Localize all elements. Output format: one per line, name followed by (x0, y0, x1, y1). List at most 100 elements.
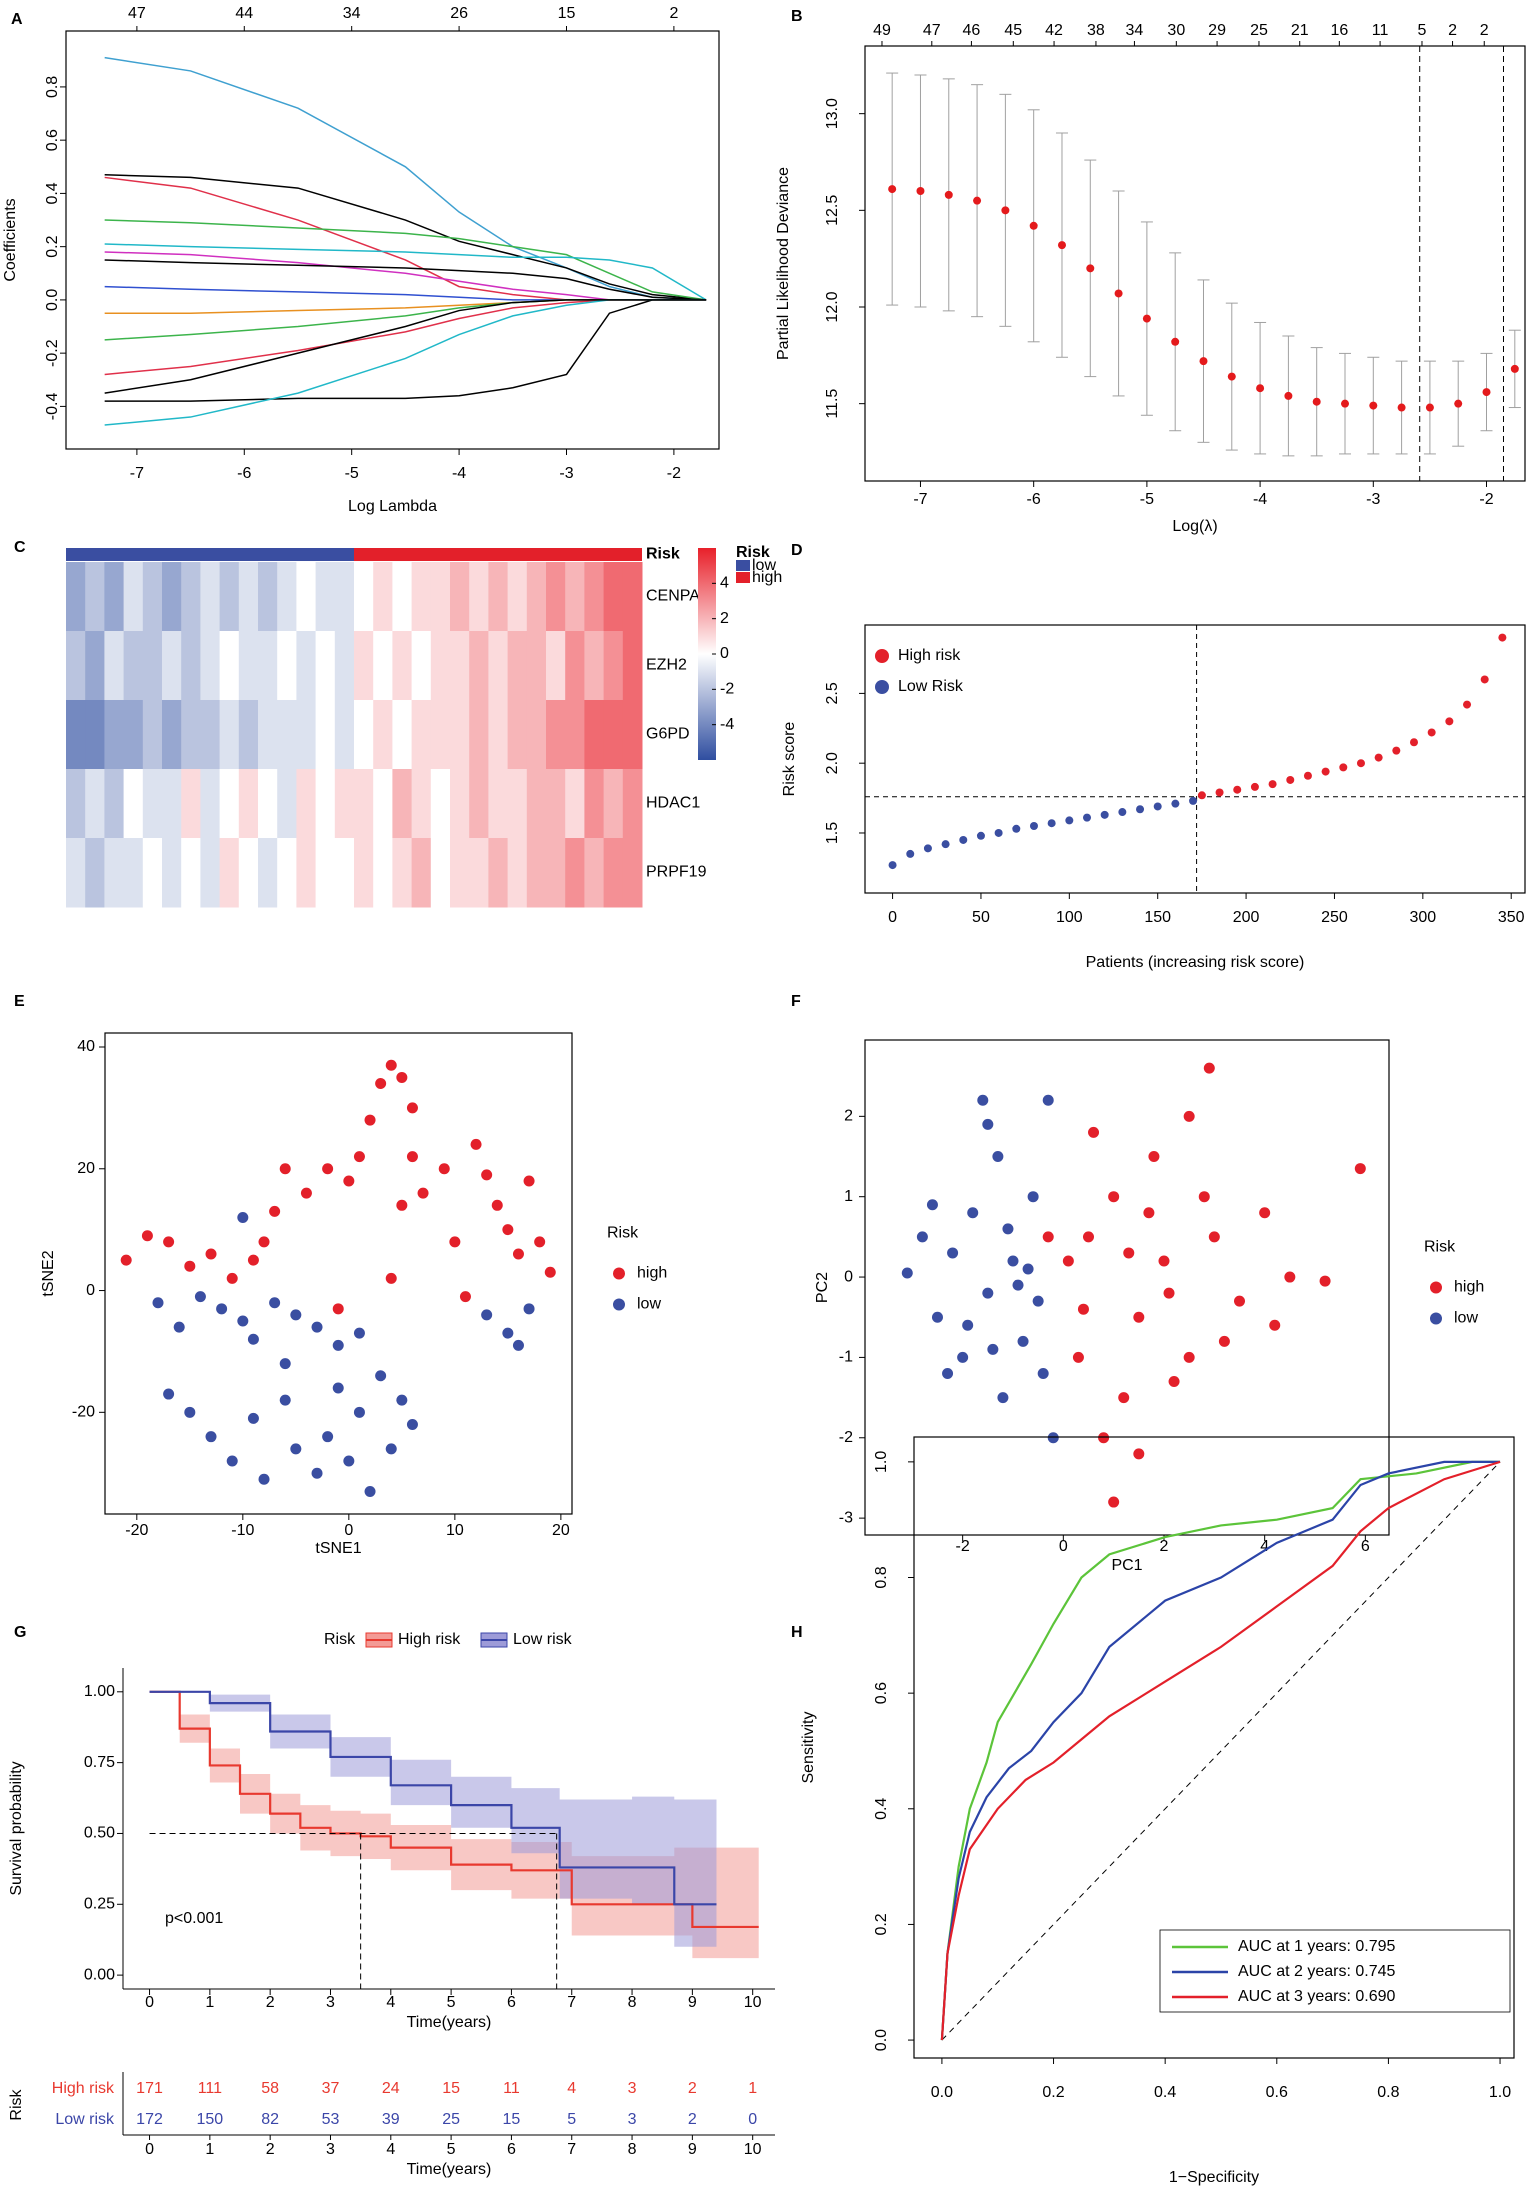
risk-count: 2 (688, 2111, 697, 2128)
y-tick-label: 0.50 (84, 1825, 115, 1842)
x-tick-label: 4 (386, 1994, 395, 2011)
top-tick-label: 15 (558, 5, 576, 22)
point (1037, 1367, 1049, 1379)
point (1153, 802, 1162, 811)
heat-cell (603, 631, 624, 701)
x-tick-label: 7 (567, 1994, 576, 2011)
y-tick-label: 0.0 (873, 2029, 890, 2051)
colorbar-label: 4 (720, 575, 729, 592)
point (1354, 1163, 1366, 1175)
colorbar-label: -2 (720, 681, 734, 698)
x-axis-label: Log Lambda (348, 498, 437, 515)
legend-label: high (752, 569, 782, 586)
heat-cell (258, 700, 278, 770)
point (1133, 1311, 1145, 1323)
point (184, 1406, 196, 1418)
point (1189, 796, 1198, 805)
coef-path (104, 176, 707, 301)
heat-cell (411, 769, 432, 839)
y-tick-label: 1.0 (873, 1451, 890, 1473)
point (152, 1297, 164, 1309)
heat-cell (142, 562, 163, 632)
y-tick-label: 2.5 (824, 682, 841, 704)
point (279, 1394, 291, 1406)
point (916, 1231, 928, 1243)
heat-cell (526, 562, 547, 632)
point (982, 1287, 994, 1299)
point (258, 1236, 270, 1248)
heat-cell (181, 769, 201, 839)
x-tick-label: 20 (552, 1522, 570, 1539)
point (1168, 1376, 1180, 1388)
point (279, 1358, 291, 1370)
point (1012, 824, 1021, 833)
point (1123, 1247, 1135, 1259)
risk-count: 2 (688, 2080, 697, 2097)
top-tick-label: 46 (963, 22, 981, 39)
heat-cell (277, 769, 297, 839)
risk-count: 0 (748, 2111, 757, 2128)
x-tick-label: -4 (452, 465, 466, 482)
point (1065, 816, 1074, 825)
deviance-point (1114, 289, 1123, 298)
y-tick-label: 0.8 (44, 76, 61, 98)
heat-cell (373, 838, 393, 908)
point (1269, 1319, 1281, 1331)
heat-cell (238, 700, 259, 770)
x-tick-label: 150 (1144, 909, 1171, 926)
point (311, 1467, 323, 1479)
heat-cell (334, 769, 355, 839)
deviance-point (1029, 221, 1038, 230)
heat-cell (162, 631, 182, 701)
legend-label: low (752, 557, 776, 574)
heat-cell (181, 700, 201, 770)
y-tick-label: 0.2 (44, 235, 61, 257)
heat-cell (296, 769, 317, 839)
point (1356, 759, 1365, 768)
y-tick-label: -20 (72, 1404, 95, 1421)
deviance-point (944, 190, 953, 199)
point (1148, 1151, 1160, 1163)
point (1158, 1255, 1170, 1267)
heat-cell (526, 631, 547, 701)
x-tick-label: 0.4 (1154, 2084, 1176, 2101)
top-tick-label: 11 (1372, 22, 1389, 39)
legend-label: AUC at 2 years: 0.745 (1238, 1963, 1396, 1980)
row-label: EZH2 (646, 657, 687, 674)
point (534, 1236, 546, 1248)
point (353, 1151, 365, 1163)
point (1321, 767, 1330, 776)
point (1284, 1271, 1296, 1283)
legend-marker (1430, 1312, 1442, 1325)
y-tick-label: 0.6 (44, 129, 61, 151)
plot-frame (65, 30, 720, 450)
table-x-tick-label: 7 (567, 2141, 576, 2158)
table-x-axis-label: Time(years) (407, 2161, 492, 2178)
x-tick-label: 350 (1498, 909, 1525, 926)
point (901, 1267, 913, 1279)
x-tick-label: -3 (1366, 491, 1380, 508)
deviance-point (888, 185, 897, 194)
legend-title: Risk (736, 544, 770, 561)
y-tick-label: 1 (844, 1188, 853, 1205)
y-tick-label: 0.8 (873, 1566, 890, 1588)
point (941, 840, 950, 849)
legend-title: Risk (324, 1631, 356, 1648)
y-tick-label: 12.5 (824, 195, 841, 226)
x-tick-label: 0.0 (931, 2084, 953, 2101)
point (1098, 1432, 1110, 1444)
heat-cell (507, 700, 528, 770)
heat-cell (258, 838, 278, 908)
heat-cell (622, 631, 643, 701)
panel-letter: B (791, 8, 803, 25)
point (994, 828, 1003, 837)
y-axis-label: Survival probability (8, 1761, 25, 1895)
point (216, 1303, 228, 1315)
x-tick-label: -6 (237, 465, 251, 482)
heat-cell (469, 838, 489, 908)
plot-frame (913, 1436, 1515, 2059)
table-row-label: High risk (52, 2080, 115, 2097)
heat-cell (277, 838, 297, 908)
table-x-tick-label: 6 (507, 2141, 516, 2158)
point (290, 1443, 302, 1455)
